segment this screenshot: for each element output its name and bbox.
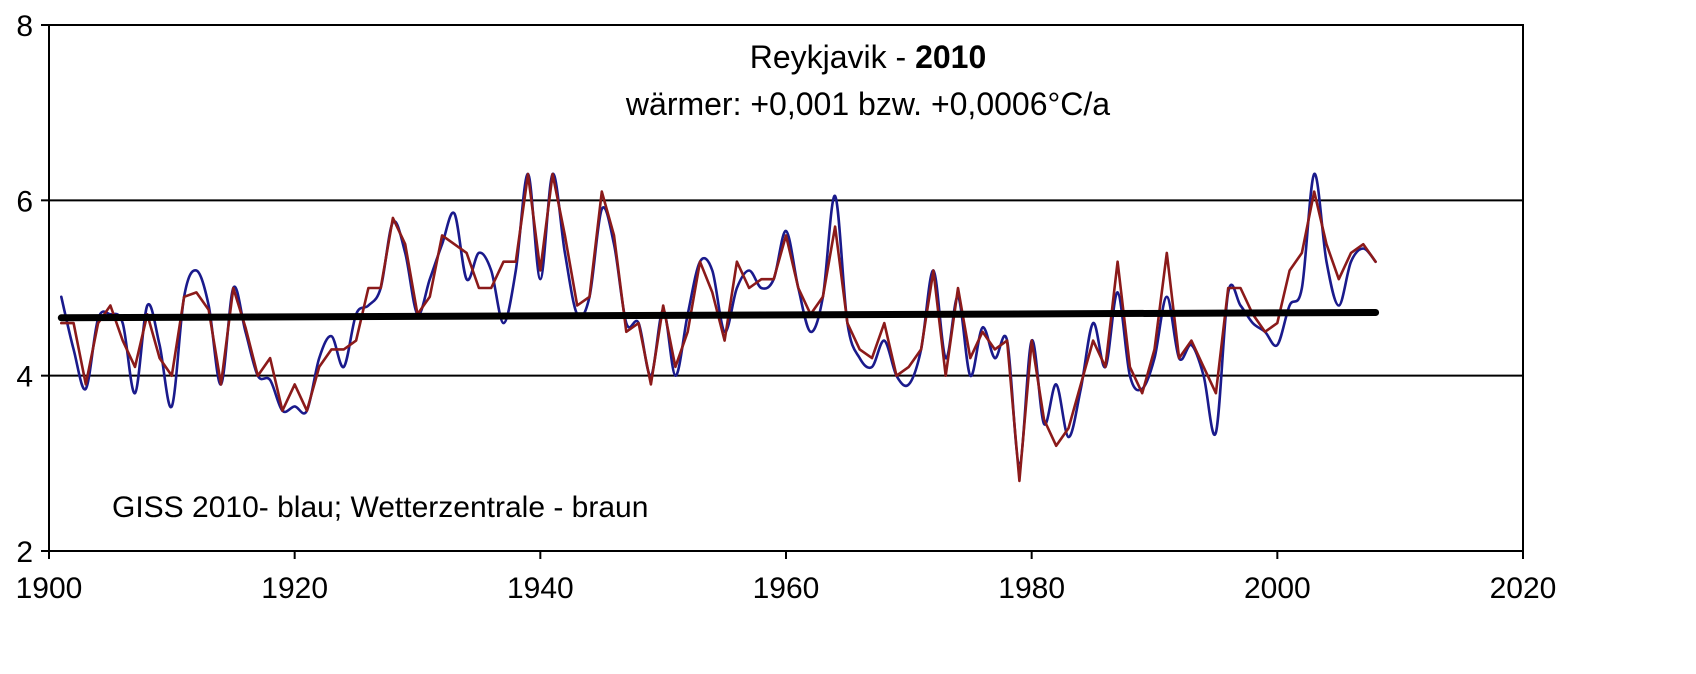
x-tick-label: 2000 — [1244, 572, 1311, 605]
x-tick-label: 1920 — [261, 572, 328, 605]
x-tick-label: 1900 — [16, 572, 83, 605]
axes-layer: 2 4 6 8 1900 1920 1940 1960 1980 2000 2020 — [16, 10, 1557, 605]
y-tick-label: 6 — [16, 185, 33, 218]
gridlines — [49, 199, 1523, 377]
y-tick-label: 8 — [16, 10, 33, 43]
y-tick-label: 4 — [16, 361, 33, 394]
series-annotation: GISS 2010- blau; Wetterzentrale - braun — [112, 491, 648, 524]
x-tick-label: 1980 — [998, 572, 1065, 605]
y-tick-label: 2 — [16, 536, 33, 569]
x-tick-label: 1960 — [753, 572, 820, 605]
x-tick-label: 1940 — [507, 572, 574, 605]
chart-title: Reykjavik - 2010 — [750, 39, 987, 75]
plot-area — [48, 24, 1524, 552]
series-layer — [57, 172, 1380, 483]
x-tick-label: 2020 — [1490, 572, 1557, 605]
chart-subtitle: wärmer: +0,001 bzw. +0,0006°C/a — [625, 86, 1110, 122]
trend-line — [57, 309, 1380, 322]
